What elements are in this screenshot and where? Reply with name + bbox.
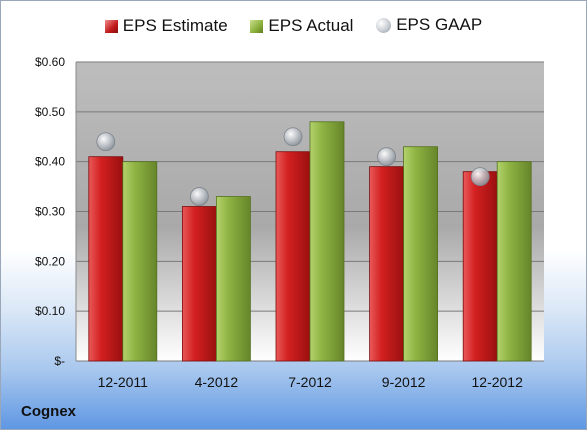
bar-eps-estimate — [181, 206, 217, 362]
x-tick-label: 4-2012 — [195, 374, 239, 390]
bar-eps-estimate — [369, 166, 405, 362]
legend-item-gaap: EPS GAAP — [376, 15, 482, 35]
marker-eps-gaap — [377, 147, 397, 167]
legend-label-gaap: EPS GAAP — [396, 15, 483, 34]
x-tick-label: 12-2012 — [472, 374, 524, 390]
y-tick-label: $0.60 — [35, 55, 65, 69]
x-tick-label: 12-2011 — [98, 374, 149, 390]
legend-item-estimate: EPS Estimate — [104, 16, 228, 36]
y-tick-label: $0.30 — [35, 205, 65, 219]
company-name: Cognex — [21, 403, 77, 420]
legend: EPS Estimate EPS Actual EPS GAAP — [1, 15, 586, 38]
bar-eps-actual — [403, 146, 439, 362]
bar-eps-actual — [309, 121, 345, 362]
marker-eps-gaap — [96, 132, 116, 152]
x-tick-label: 7-2012 — [288, 374, 332, 390]
marker-eps-gaap — [283, 127, 303, 147]
bar-eps-estimate — [462, 171, 498, 362]
legend-swatch-actual — [250, 19, 264, 33]
bar-eps-estimate — [275, 151, 311, 362]
x-tick-label: 9-2012 — [382, 374, 426, 390]
bar-eps-actual — [496, 161, 532, 362]
legend-item-actual: EPS Actual — [250, 16, 353, 36]
bar-eps-actual — [215, 196, 251, 362]
y-tick-label: $- — [54, 354, 65, 368]
legend-swatch-gaap — [376, 17, 392, 33]
y-tick-label: $0.20 — [35, 254, 65, 268]
y-tick-label: $0.50 — [35, 105, 65, 119]
bar-eps-estimate — [88, 156, 124, 362]
marker-eps-gaap — [470, 167, 490, 187]
marker-eps-gaap — [189, 187, 209, 206]
y-tick-label: $0.10 — [35, 304, 65, 318]
y-tick-label: $0.40 — [35, 155, 65, 169]
bar-eps-actual — [122, 161, 158, 362]
legend-label-actual: EPS Actual — [268, 16, 354, 35]
legend-swatch-estimate — [104, 19, 118, 33]
legend-label-estimate: EPS Estimate — [122, 16, 228, 35]
